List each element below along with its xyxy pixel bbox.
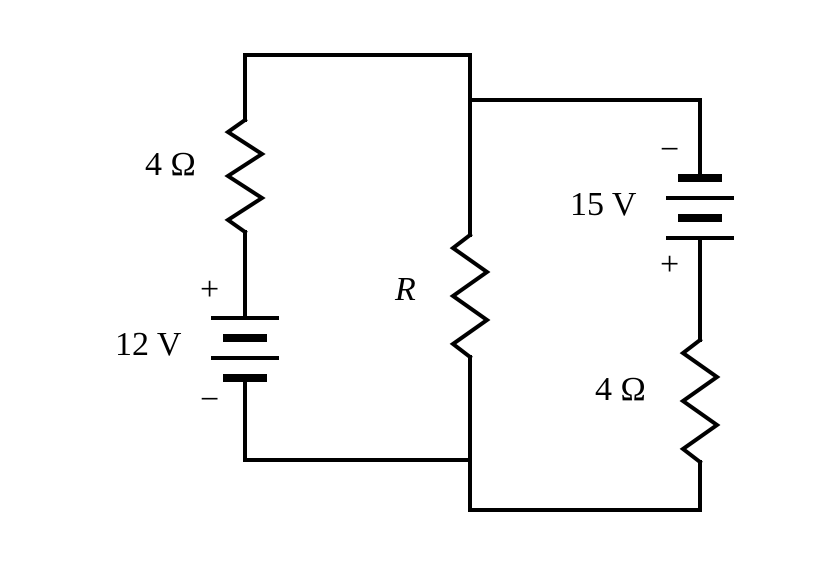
- resistor-left: [228, 120, 262, 232]
- label-v-left-plus: +: [200, 271, 219, 308]
- label-v-right: 15 V: [570, 186, 637, 223]
- resistor-right: [683, 340, 717, 462]
- circuit-diagram: 4 Ω 12 V + − R 15 V − + 4 Ω: [0, 0, 828, 564]
- label-r-left: 4 Ω: [145, 146, 196, 183]
- label-r-right: 4 Ω: [595, 371, 646, 408]
- label-v-left: 12 V: [115, 326, 182, 363]
- resistor-middle: [453, 235, 487, 357]
- label-v-right-plus: +: [660, 246, 679, 283]
- label-v-right-minus: −: [660, 131, 679, 168]
- wire-top-right: [470, 55, 700, 100]
- label-v-left-minus: −: [200, 381, 219, 418]
- wire-bottom-right: [470, 460, 700, 510]
- label-r-mid: R: [394, 271, 416, 308]
